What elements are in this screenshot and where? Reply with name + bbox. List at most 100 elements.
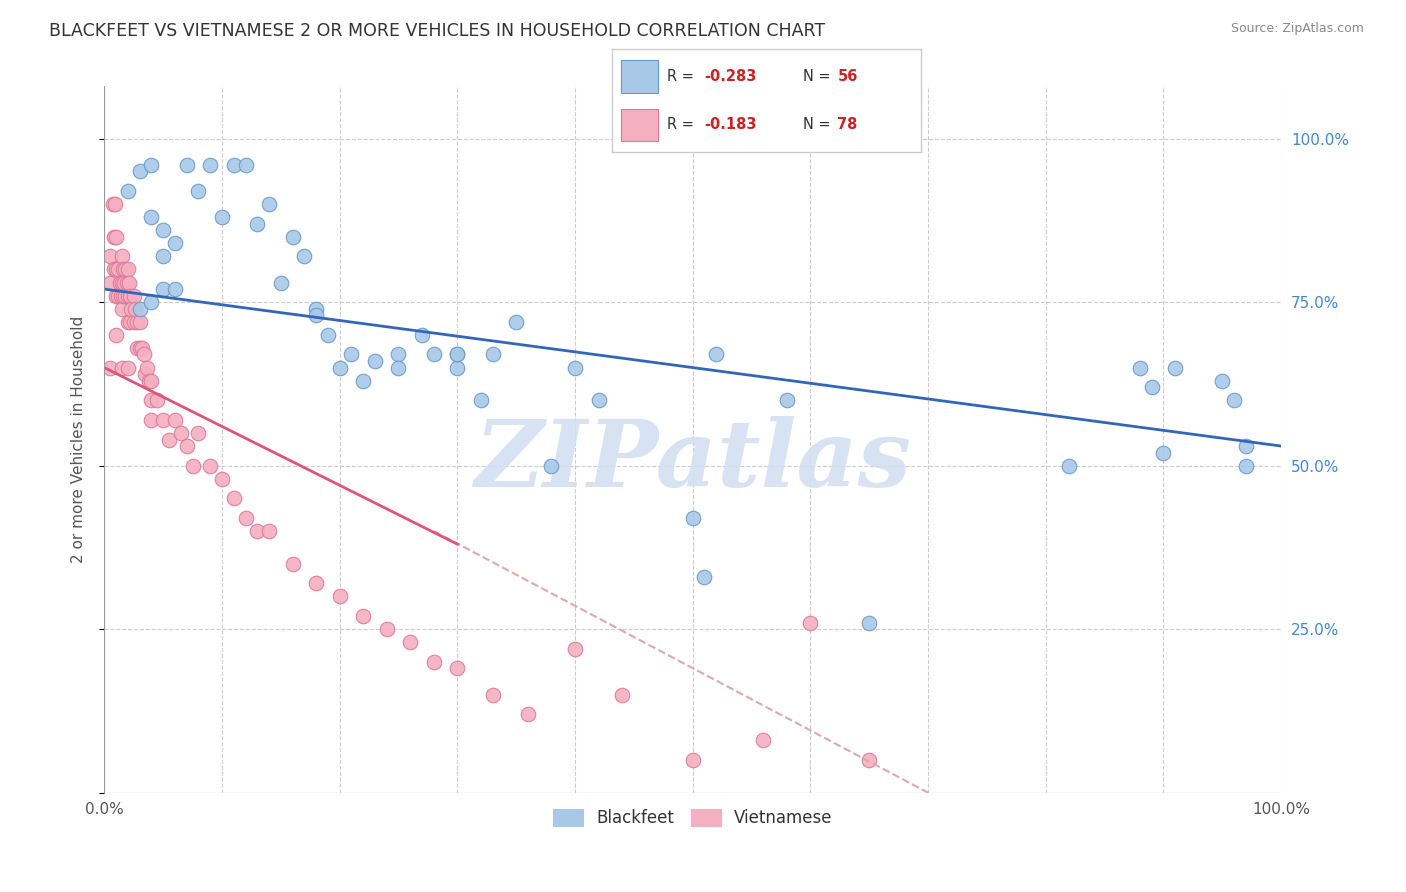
- Point: [141, 158, 163, 172]
- Point: [858, 615, 880, 630]
- Point: [423, 347, 446, 361]
- Point: [211, 210, 233, 224]
- Point: [387, 360, 409, 375]
- Point: [446, 661, 468, 675]
- Point: [114, 288, 136, 302]
- Text: -0.183: -0.183: [704, 118, 756, 133]
- Point: [340, 347, 363, 361]
- Point: [505, 315, 527, 329]
- Text: N =: N =: [803, 70, 835, 84]
- Point: [105, 327, 128, 342]
- Text: R =: R =: [668, 70, 699, 84]
- Point: [108, 276, 131, 290]
- Text: -0.283: -0.283: [704, 70, 756, 84]
- Point: [776, 393, 799, 408]
- Point: [540, 458, 562, 473]
- Point: [112, 262, 135, 277]
- Point: [481, 347, 503, 361]
- Point: [163, 236, 186, 251]
- Point: [110, 288, 132, 302]
- Point: [446, 347, 468, 361]
- Point: [1234, 439, 1257, 453]
- Point: [152, 249, 174, 263]
- Point: [176, 158, 198, 172]
- Point: [152, 413, 174, 427]
- Point: [127, 315, 149, 329]
- Point: [799, 615, 821, 630]
- Text: R =: R =: [668, 118, 699, 133]
- Point: [115, 276, 138, 290]
- Point: [305, 576, 328, 591]
- Point: [588, 393, 610, 408]
- Point: [141, 413, 163, 427]
- Point: [610, 688, 633, 702]
- Point: [98, 276, 121, 290]
- Point: [423, 655, 446, 669]
- Point: [134, 347, 156, 361]
- Point: [128, 301, 150, 316]
- Point: [131, 341, 153, 355]
- Point: [235, 511, 257, 525]
- Point: [446, 347, 468, 361]
- Y-axis label: 2 or more Vehicles in Household: 2 or more Vehicles in Household: [72, 316, 86, 563]
- Point: [141, 393, 163, 408]
- Point: [103, 262, 125, 277]
- Point: [117, 288, 139, 302]
- Point: [1234, 458, 1257, 473]
- Point: [682, 511, 704, 525]
- Point: [146, 393, 169, 408]
- Point: [1211, 374, 1233, 388]
- Point: [446, 360, 468, 375]
- Point: [481, 688, 503, 702]
- Point: [105, 229, 128, 244]
- Point: [1140, 380, 1163, 394]
- Point: [163, 413, 186, 427]
- Text: Source: ZipAtlas.com: Source: ZipAtlas.com: [1230, 22, 1364, 36]
- Point: [564, 360, 586, 375]
- Point: [112, 276, 135, 290]
- Point: [387, 347, 409, 361]
- Point: [305, 301, 328, 316]
- Point: [257, 524, 280, 538]
- Point: [316, 327, 339, 342]
- Point: [364, 354, 387, 368]
- Point: [141, 374, 163, 388]
- Point: [858, 753, 880, 767]
- Point: [246, 217, 269, 231]
- Point: [114, 262, 136, 277]
- Point: [163, 282, 186, 296]
- Text: 56: 56: [838, 70, 858, 84]
- Point: [138, 374, 160, 388]
- Point: [120, 288, 142, 302]
- Point: [222, 491, 245, 506]
- Text: N =: N =: [803, 118, 835, 133]
- Point: [752, 733, 775, 747]
- Text: BLACKFEET VS VIETNAMESE 2 OR MORE VEHICLES IN HOUSEHOLD CORRELATION CHART: BLACKFEET VS VIETNAMESE 2 OR MORE VEHICL…: [49, 22, 825, 40]
- Point: [134, 367, 156, 381]
- Point: [104, 197, 127, 211]
- Point: [470, 393, 492, 408]
- Point: [128, 315, 150, 329]
- Point: [152, 223, 174, 237]
- Point: [117, 360, 139, 375]
- Point: [111, 301, 134, 316]
- Point: [257, 197, 280, 211]
- Point: [117, 262, 139, 277]
- Point: [103, 229, 125, 244]
- Point: [112, 288, 135, 302]
- Point: [246, 524, 269, 538]
- Point: [704, 347, 727, 361]
- Point: [122, 288, 145, 302]
- Point: [128, 341, 150, 355]
- Point: [281, 229, 304, 244]
- Text: ZIPatlas: ZIPatlas: [474, 416, 911, 506]
- Point: [222, 158, 245, 172]
- Point: [176, 439, 198, 453]
- Point: [117, 184, 139, 198]
- Point: [122, 315, 145, 329]
- Point: [211, 472, 233, 486]
- Point: [120, 315, 142, 329]
- Point: [135, 360, 157, 375]
- Point: [270, 276, 292, 290]
- FancyBboxPatch shape: [621, 109, 658, 141]
